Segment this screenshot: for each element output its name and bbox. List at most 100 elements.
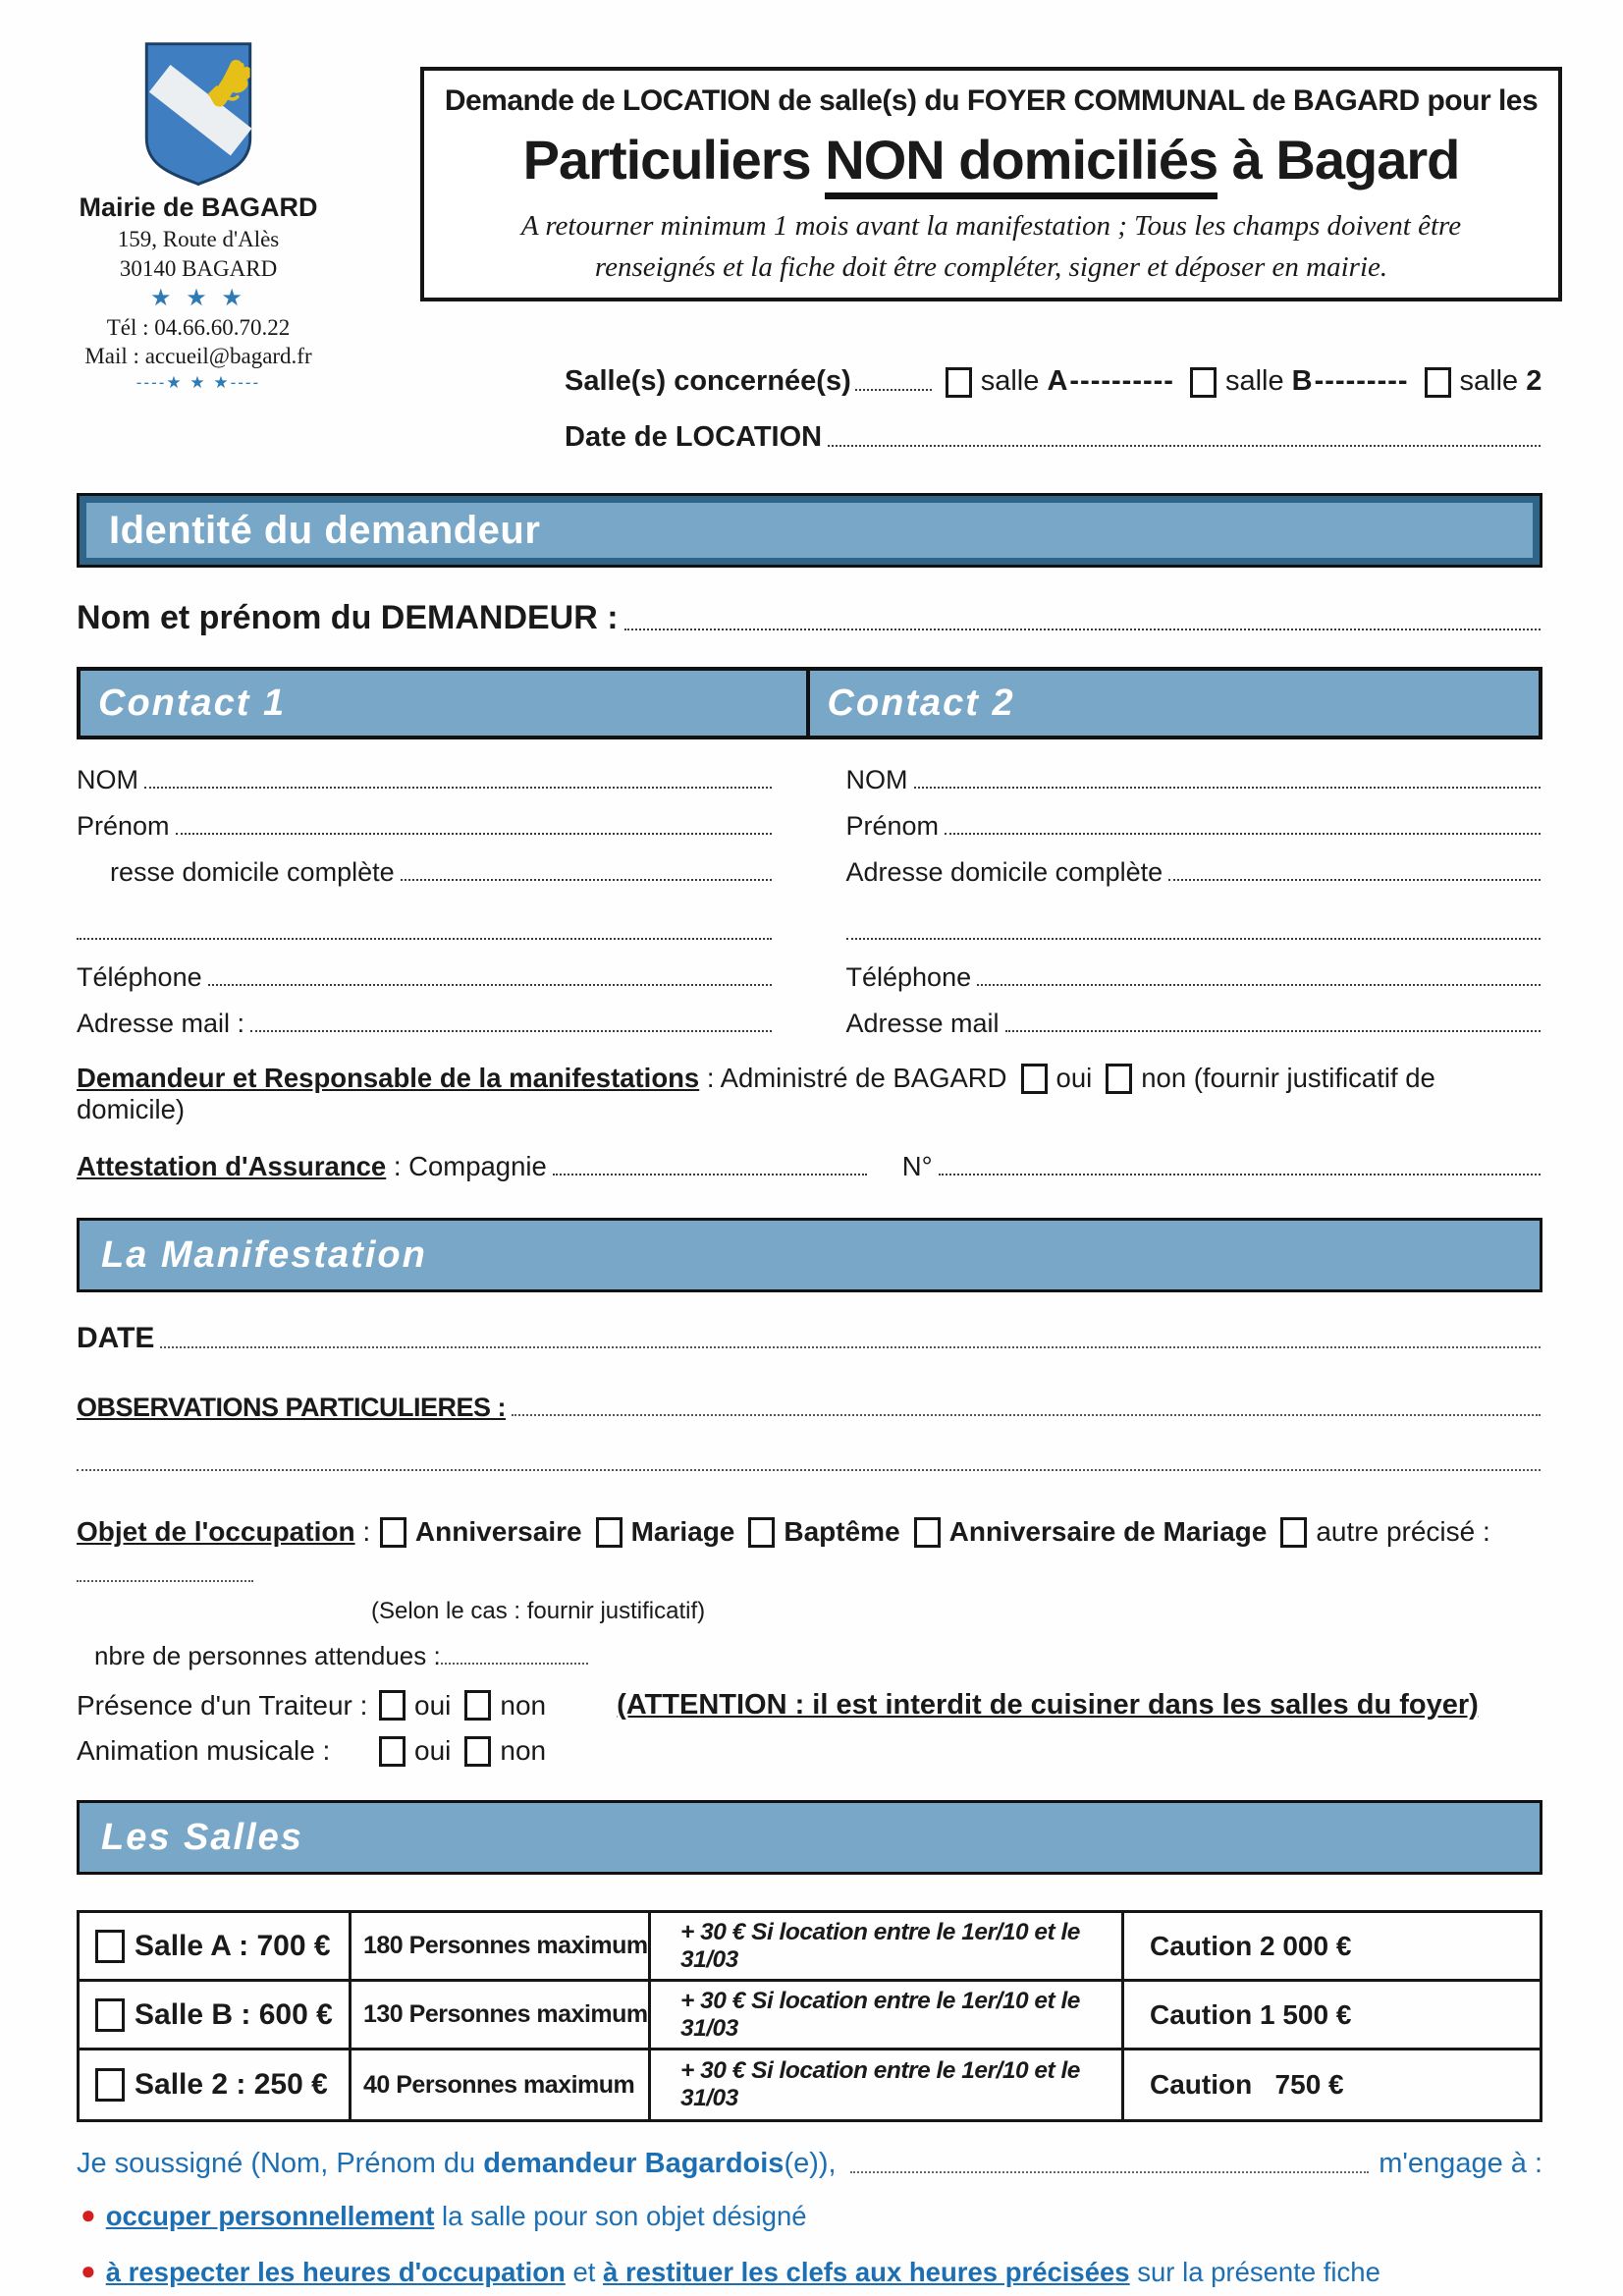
contact2-tel-label: Téléphone [845, 962, 972, 992]
org-name: Mairie de BAGARD [79, 192, 318, 222]
salle-2-name-cell: Salle 2 : 250 € [80, 2050, 352, 2119]
section-banner-manifestation: La Manifestation [77, 1218, 1542, 1292]
checkbox-administre-non[interactable] [1106, 1064, 1133, 1094]
contact1-adresse2-field[interactable] [77, 938, 772, 940]
contact2-adresse-row: Adresse domicile complète [846, 842, 1543, 888]
stars-decoration: ★ ★ ★ [150, 285, 246, 311]
objet-occupation-line: Objet de l'occupation : Anniversaire Mari… [77, 1511, 1542, 1594]
salle-b-letter: B [1291, 365, 1313, 397]
contact2-adresse-field[interactable] [1168, 879, 1541, 881]
salle-a-letter: A [1047, 365, 1068, 397]
contact2-mail-field[interactable] [1004, 1030, 1541, 1032]
salle-a-name-cell: Salle A : 700 € [80, 1913, 352, 1982]
contact1-mail-row: Adresse mail : [77, 993, 774, 1039]
option-bapteme: Baptême [784, 1516, 900, 1547]
salle-b-surcharge: + 30 € Si location entre le 1er/10 et le… [680, 1987, 1080, 2042]
salle-2-capacity-cell: 40 Personnes maximum [352, 2050, 651, 2119]
star-divider-decoration: ----★ ★ ★---- [135, 373, 261, 392]
checkbox-anniversaire-mariage[interactable] [913, 1517, 941, 1548]
nbre-personnes-field[interactable] [440, 1663, 588, 1665]
manifestation-date-field[interactable] [160, 1346, 1541, 1348]
contact2-adresse2-row [845, 888, 1543, 947]
salle-b-capacity-cell: 130 Personnes maximum [352, 1982, 651, 2050]
nbre-personnes-label: nbre de personnes attendues : [94, 1641, 441, 1670]
checkbox-animation-oui[interactable] [379, 1735, 406, 1767]
note-line2: renseignés et la fiche doit être complét… [594, 251, 1388, 284]
contact2-nom-label: NOM [845, 765, 908, 794]
oui-label: oui [414, 1689, 452, 1721]
non-label: non [500, 1689, 547, 1721]
checkbox-mariage[interactable] [595, 1517, 622, 1548]
org-phone: Tél : 04.66.60.70.22 [106, 315, 291, 340]
compagnie-label: : Compagnie [386, 1151, 547, 1181]
checkbox-traiteur-non[interactable] [464, 1690, 492, 1721]
nom-prenom-field[interactable] [623, 629, 1541, 630]
contact2-nom-field[interactable] [913, 787, 1541, 789]
numero-field[interactable] [938, 1174, 1541, 1175]
contact2-prenom-field[interactable] [945, 833, 1541, 835]
form-title: Particuliers NON domiciliés à Bagard [434, 128, 1548, 199]
objet-separator: : [354, 1516, 378, 1547]
checkbox-salle-a[interactable] [945, 367, 972, 398]
signataire-field[interactable] [849, 2171, 1370, 2173]
checkbox-table-salle-b[interactable] [95, 1997, 125, 2032]
salle-a-caution-cell: Caution 2 000 € [1124, 1913, 1540, 1982]
form-title-post: à Bagard [1217, 129, 1461, 191]
form-title-underlined: NON domiciliés [825, 129, 1218, 199]
dotted-line [854, 389, 932, 391]
attention-warning: (ATTENTION : il est interdit de cuisiner… [617, 1689, 1479, 1721]
salle-b-word: salle [1224, 365, 1292, 397]
non-label: non [500, 1735, 547, 1766]
checkbox-administre-oui[interactable] [1020, 1064, 1048, 1094]
compagnie-field[interactable] [552, 1174, 867, 1175]
note-line1: A retourner minimum 1 mois avant la mani… [520, 210, 1462, 242]
checkbox-bapteme[interactable] [748, 1517, 776, 1548]
contact1-prenom-field[interactable] [175, 833, 772, 835]
manifestation-date-line: DATE [77, 1322, 1542, 1355]
contact2-adresse-label: Adresse domicile complète [845, 857, 1163, 887]
checkbox-traiteur-oui[interactable] [379, 1690, 406, 1721]
checkbox-animation-non[interactable] [464, 1735, 492, 1767]
salle-2-caution-cell: Caution 750 € [1124, 2050, 1540, 2119]
salle-a-capacity: 180 Personnes maximum [363, 1932, 648, 1959]
checkbox-salle-b[interactable] [1189, 367, 1217, 398]
form-title-pre: Particuliers [522, 129, 826, 191]
checkbox-table-salle-2[interactable] [95, 2068, 125, 2102]
checkbox-table-salle-a[interactable] [95, 1929, 125, 1963]
section-title-salles: Les Salles [101, 1816, 303, 1858]
contact1-mail-field[interactable] [250, 1030, 772, 1032]
contact1-mail-label: Adresse mail : [77, 1009, 245, 1038]
option-mariage: Mariage [630, 1516, 735, 1547]
observations-field-2[interactable] [77, 1469, 1541, 1471]
bullet-dot-icon: ● [81, 2200, 96, 2229]
checkbox-anniversaire[interactable] [379, 1517, 406, 1548]
animation-label: Animation musicale : [77, 1735, 331, 1766]
contact2-tel-field[interactable] [977, 984, 1541, 986]
bullet2-bold2: à restituer les clefs aux heures précisé… [603, 2256, 1130, 2287]
selon-note: (Selon le cas : fournir justificatif) [371, 1598, 706, 1624]
salle-2-letter: 2 [1526, 365, 1542, 397]
autre-field[interactable] [77, 1580, 253, 1582]
salle-2-name: Salle 2 : 250 € [135, 2068, 328, 2101]
non-label: non [1141, 1063, 1187, 1093]
checkbox-autre[interactable] [1280, 1517, 1308, 1548]
salle-a-caution: Caution 2 000 € [1150, 1930, 1352, 1961]
dash-separator: ---------- [1069, 365, 1174, 397]
form-body: Salle(s) concernée(s) salle A ----------… [0, 365, 1623, 2296]
contact1-prenom-row: Prénom [77, 795, 774, 842]
contact1-tel-field[interactable] [207, 984, 772, 986]
date-location-label: Date de LOCATION [565, 421, 823, 453]
salles-concernees-line: Salle(s) concernée(s) salle A ----------… [77, 365, 1542, 398]
checkbox-salle-2[interactable] [1424, 367, 1451, 398]
responsable-label: Demandeur et Responsable de la manifesta… [77, 1063, 700, 1093]
contact1-adresse-row: resse domicile complète [77, 842, 774, 888]
contact1-adresse-label: resse domicile complète [110, 857, 395, 887]
contact1-adresse-field[interactable] [400, 879, 772, 881]
observations-field[interactable] [512, 1414, 1541, 1416]
nom-prenom-line: Nom et prénom du DEMANDEUR : [77, 599, 1542, 637]
oui-label: oui [1055, 1063, 1093, 1093]
contact2-adresse2-field[interactable] [845, 938, 1541, 940]
date-location-field[interactable] [828, 445, 1541, 447]
contact1-nom-field[interactable] [144, 787, 772, 789]
salle-b-surcharge-cell: + 30 € Si location entre le 1er/10 et le… [651, 1982, 1124, 2050]
